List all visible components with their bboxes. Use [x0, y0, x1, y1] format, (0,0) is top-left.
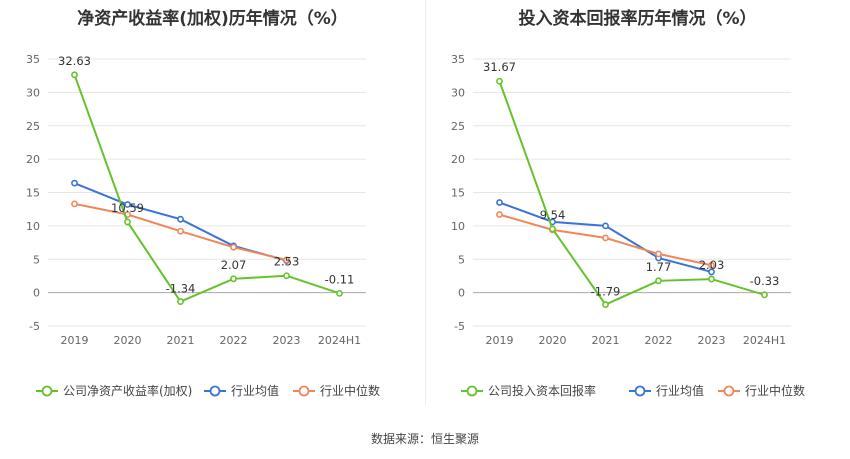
- x-tick-label: 2024H1: [318, 334, 361, 347]
- x-tick-label: 2023: [273, 334, 301, 347]
- chart-title: 投入资本回报率历年情况（%）: [518, 9, 757, 29]
- data-point-industry_median: [496, 211, 503, 218]
- data-label: 10.59: [111, 201, 144, 215]
- data-point-industry_avg: [708, 268, 715, 276]
- y-tick-label: 10: [451, 220, 465, 233]
- data-label: 32.63: [58, 54, 91, 68]
- data-point-company: [336, 289, 343, 297]
- x-tick-label: 2021: [592, 334, 620, 347]
- roic-line-chart: -5 0 5 10 15 20 25 30 35 2019 2020 2021 2022 2023 2024…: [451, 53, 805, 398]
- y-tick-label: -5: [454, 320, 465, 333]
- data-point-company: [496, 77, 503, 85]
- x-tick-label: 2020: [539, 334, 567, 347]
- data-point-industry_median: [177, 227, 184, 235]
- x-tick-label: 2019: [61, 334, 89, 347]
- y-tick-label: 25: [451, 120, 465, 133]
- data-label: 2.07: [221, 258, 247, 272]
- data-point-industry_avg: [602, 222, 609, 230]
- x-tick-label: 2024H1: [743, 334, 786, 347]
- x-tick-label: 2022: [645, 334, 673, 347]
- legend-label: 行业均值: [656, 383, 704, 398]
- x-tick-label: 2022: [220, 334, 248, 347]
- data-label: 2.53: [274, 255, 300, 269]
- y-tick-label: 30: [26, 86, 40, 99]
- data-point-company: [708, 275, 715, 283]
- data-label: -1.79: [591, 285, 621, 299]
- y-tick-label: 20: [26, 153, 40, 166]
- y-tick-label: 25: [26, 120, 40, 133]
- y-tick-label: 10: [26, 220, 40, 233]
- data-label: 2.03: [699, 258, 725, 272]
- legend-item-company[interactable]: 公司投入资本回报率: [461, 383, 596, 398]
- x-tick-label: 2020: [114, 334, 142, 347]
- data-point-industry_median: [230, 243, 237, 251]
- legend-item-industry_avg[interactable]: 行业均值: [629, 383, 704, 398]
- roe-line-chart: -5 0 5 10 15 20 25 30 35 2019 2020 2021 2022 2023 2024…: [26, 53, 380, 398]
- y-tick-label: 5: [33, 253, 40, 266]
- y-tick-label: 35: [26, 53, 40, 66]
- y-tick-label: 15: [451, 187, 465, 200]
- y-tick-label: 20: [451, 153, 465, 166]
- data-label: 9.54: [540, 208, 566, 222]
- legend-item-industry_median[interactable]: 行业中位数: [293, 383, 380, 398]
- x-tick-label: 2021: [167, 334, 195, 347]
- y-tick-label: 15: [26, 187, 40, 200]
- data-point-industry_median: [708, 261, 715, 269]
- data-point-company: [177, 298, 184, 305]
- data-point-industry_median: [655, 250, 662, 258]
- data-label: -0.33: [750, 274, 780, 288]
- legend-label: 行业中位数: [320, 383, 380, 398]
- chart-panel-roic: 投入资本回报率历年情况（%） -5 0 5 10 15 20 25 30 35 2019 2020 2…: [425, 0, 850, 420]
- legend-item-industry_median[interactable]: 行业中位数: [718, 383, 805, 398]
- legend-item-company[interactable]: 公司净资产收益率(加权): [36, 383, 192, 398]
- data-point-industry_median: [283, 256, 290, 264]
- y-tick-label: 30: [451, 86, 465, 99]
- data-label: -1.34: [166, 282, 196, 296]
- legend-item-industry_avg[interactable]: 行业均值: [204, 383, 279, 398]
- legend-label: 公司净资产收益率(加权): [63, 383, 192, 398]
- y-tick-label: 0: [33, 287, 40, 300]
- y-tick-label: 5: [458, 253, 465, 266]
- data-point-company: [602, 301, 609, 308]
- x-tick-label: 2023: [698, 334, 726, 347]
- data-point-industry_median: [602, 234, 609, 242]
- series-line-company: [73, 74, 340, 303]
- legend-label: 行业均值: [231, 383, 279, 398]
- data-point-company: [71, 71, 78, 79]
- y-tick-label: 0: [458, 287, 465, 300]
- data-point-company: [761, 291, 768, 299]
- panel-divider: [425, 0, 426, 405]
- data-label: 1.77: [646, 260, 672, 274]
- data-label: 31.67: [483, 60, 516, 74]
- data-point-company: [124, 218, 131, 226]
- data-point-industry_avg: [124, 201, 131, 208]
- chart-title: 净资产收益率(加权)历年情况（%）: [77, 9, 348, 29]
- y-tick-label: -5: [29, 320, 40, 333]
- legend-label: 公司投入资本回报率: [488, 383, 596, 398]
- y-tick-label: 35: [451, 53, 465, 66]
- data-point-industry_median: [71, 200, 78, 208]
- data-point-industry_avg: [177, 215, 184, 223]
- data-point-company: [230, 275, 237, 283]
- series-line-company: [498, 80, 765, 306]
- legend-label: 行业中位数: [745, 383, 805, 398]
- chart-panel-roe: 净资产收益率(加权)历年情况（%） -5 0 5 10 15 20 25 30 35 2019 20…: [0, 0, 425, 420]
- x-tick-label: 2019: [486, 334, 514, 347]
- data-source-note: 数据来源：恒生聚源: [370, 432, 479, 446]
- data-point-company: [655, 277, 662, 285]
- data-label: -0.11: [325, 272, 355, 286]
- data-point-industry_avg: [496, 199, 503, 206]
- data-point-industry_avg: [71, 179, 78, 187]
- data-point-company: [549, 225, 556, 233]
- data-point-company: [283, 272, 290, 280]
